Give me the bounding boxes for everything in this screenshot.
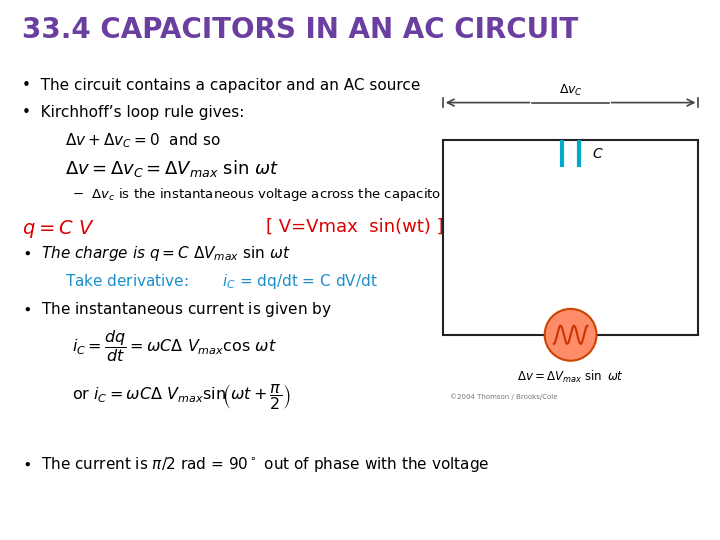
Text: $\Delta v + \Delta v_C = 0$  and so: $\Delta v + \Delta v_C = 0$ and so [65,131,220,150]
Bar [443,140,698,335]
Text: or $i_C = \omega C\Delta\ V_{max}\mathrm{sin}\!\left(\omega t+\dfrac{\pi}{2}\rig: or $i_C = \omega C\Delta\ V_{max}\mathrm… [72,382,290,412]
Text: $\bullet$  The instantaneous current is given by: $\bullet$ The instantaneous current is g… [22,300,332,319]
Text: $\Delta v = \Delta v_C = \Delta V_{max}\ \mathrm{sin}\ \omega t$: $\Delta v = \Delta v_C = \Delta V_{max}\… [65,158,279,179]
Text: Take derivative:       $i_C$ = dq/dt = C dV/dt: Take derivative: $i_C$ = dq/dt = C dV/dt [65,272,377,291]
Text: [ V=Vmax  sin(wt) ]: [ V=Vmax sin(wt) ] [266,218,444,235]
Text: $C$: $C$ [593,147,604,161]
Text: $\bullet$  The current is $\pi/2$ rad = 90$^\circ$ out of phase with the voltage: $\bullet$ The current is $\pi/2$ rad = 9… [22,455,489,474]
Ellipse shape [545,309,596,361]
Text: ©2004 Thomson / Brooks/Cole: ©2004 Thomson / Brooks/Cole [450,393,557,400]
Text: •  Kirchhoff’s loop rule gives:: • Kirchhoff’s loop rule gives: [22,105,244,120]
Text: $q = C\ V$: $q = C\ V$ [22,218,94,240]
Text: •  The circuit contains a capacitor and an AC source: • The circuit contains a capacitor and a… [22,78,420,93]
Text: $\Delta v_C$: $\Delta v_C$ [559,83,582,98]
Text: $\bullet$  The charge is $q = C\ \Delta V_{max}\ \mathrm{sin}\ \omega t$: $\bullet$ The charge is $q = C\ \Delta V… [22,244,290,263]
Text: $-\ \ \Delta v_c$ is the instantaneous voltage across the capacitor: $-\ \ \Delta v_c$ is the instantaneous v… [72,186,448,202]
Text: 33.4 CAPACITORS IN AN AC CIRCUIT: 33.4 CAPACITORS IN AN AC CIRCUIT [22,16,578,44]
Text: $i_C = \dfrac{dq}{dt} = \omega C\Delta\ V_{max} \mathrm{cos}\ \omega t$: $i_C = \dfrac{dq}{dt} = \omega C\Delta\ … [72,328,277,364]
Text: $\Delta v = \Delta V_{max}\ \sin\ \omega t$: $\Delta v = \Delta V_{max}\ \sin\ \omega… [517,369,624,385]
